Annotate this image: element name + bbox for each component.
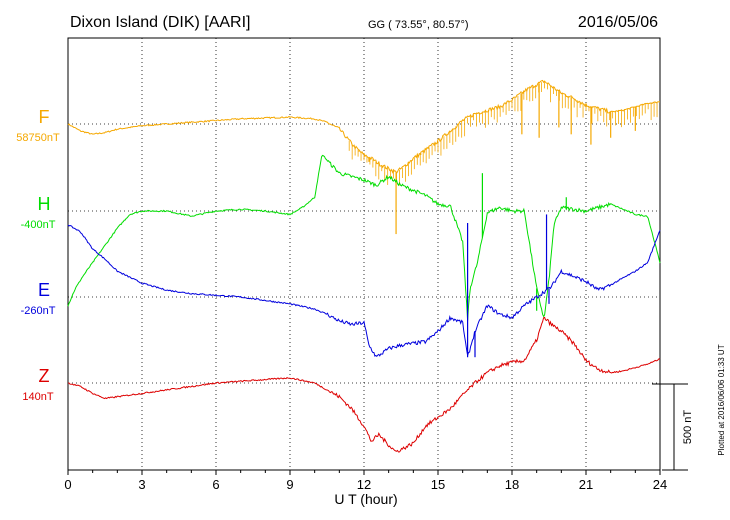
- series-label-H: H: [38, 194, 51, 214]
- series-baseline-Z: 140nT: [22, 391, 53, 403]
- x-axis-label: U T (hour): [334, 491, 397, 507]
- series-baseline-H: -400nT: [21, 219, 56, 231]
- series-line-E: [67, 224, 661, 357]
- series-label-E: E: [38, 280, 50, 300]
- x-tick-label-6: 6: [212, 477, 219, 492]
- series-label-F: F: [39, 107, 50, 127]
- series-baseline-F: 58750nT: [16, 132, 60, 144]
- baseline-lines: [68, 123, 660, 384]
- x-tick-label-12: 12: [357, 477, 371, 492]
- series-line-Z: [68, 316, 661, 453]
- plotted-note: Plotted at 2016/06/06 01:33 UT: [717, 344, 726, 455]
- series-baseline-E: -260nT: [21, 305, 56, 317]
- grid: [141, 38, 587, 470]
- x-tick-label-21: 21: [579, 477, 593, 492]
- x-tick-label-3: 3: [138, 477, 145, 492]
- station-coords: GG ( 73.55°, 80.57°): [368, 19, 469, 31]
- x-tick-label-18: 18: [505, 477, 519, 492]
- series-line-F: [67, 79, 660, 175]
- x-tick-label-15: 15: [431, 477, 445, 492]
- series-labels: F 58750nT H -400nT E -260nT Z 140nT: [16, 107, 60, 403]
- scale-bar: 500 nT: [652, 383, 694, 471]
- x-axis-ticks: 0 3 6 9 12 15 18 21 24: [64, 470, 667, 492]
- date-label: 2016/05/06: [578, 14, 658, 31]
- x-tick-label-0: 0: [64, 477, 71, 492]
- series-line-H: [67, 154, 661, 321]
- scale-bar-label: 500 nT: [682, 410, 694, 445]
- series-label-Z: Z: [39, 366, 50, 386]
- station-title: Dixon Island (DIK) [AARI]: [70, 14, 251, 31]
- x-tick-label-24: 24: [653, 477, 667, 492]
- series-lines: [67, 79, 661, 453]
- x-tick-label-9: 9: [286, 477, 293, 492]
